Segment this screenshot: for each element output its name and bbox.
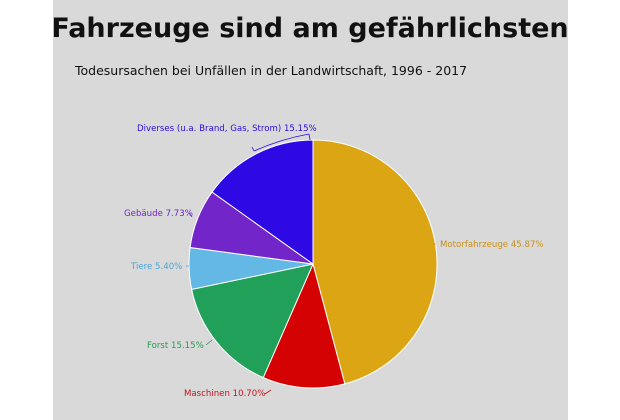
chart-subtitle: Todesursachen bei Unfällen in der Landwi… <box>75 63 468 78</box>
pie-slice-maschinen <box>262 262 346 389</box>
leader-line <box>264 389 272 395</box>
slice-label: Motorfahrzeuge 45.87% <box>440 240 544 250</box>
leader-line <box>205 339 213 346</box>
slice-label: Forst 15.15% <box>147 341 204 351</box>
pie-slice-motorfahrzeuge <box>312 139 438 385</box>
slice-label: Diverses (u.a. Brand, Gas, Strom) 15.15% <box>137 124 317 134</box>
slice-label: Maschinen 10.70% <box>184 389 265 399</box>
chart-title: Fahrzeuge sind am gefährlichsten <box>51 13 569 44</box>
leader-line <box>188 212 193 218</box>
pie-slice-forst <box>191 263 314 379</box>
pie-slice-diverses <box>211 139 314 265</box>
leader-line <box>251 133 311 152</box>
slice-label: Gebäude 7.73% <box>124 209 193 219</box>
slice-label: Tiere 5.40% <box>130 262 182 272</box>
